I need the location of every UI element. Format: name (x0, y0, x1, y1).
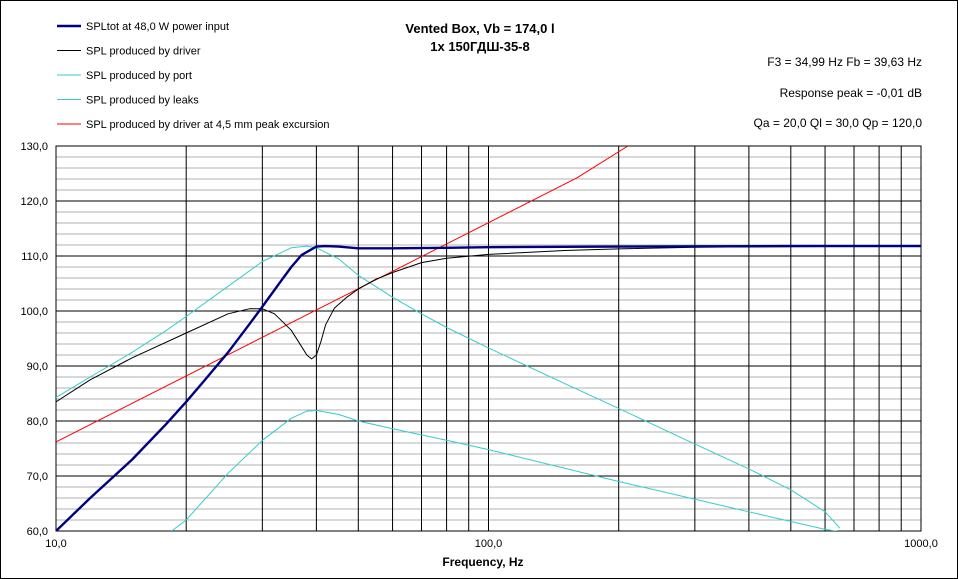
series-line-spl-produced-by-port (56, 245, 841, 529)
series-line-spltot-at-48-0-w-power-input (56, 244, 921, 531)
x-axis-label: Frequency, Hz (442, 555, 523, 569)
y-tick-label: 110,0 (21, 251, 48, 263)
legend: SPLtot at 48,0 W power input SPL produced… (57, 21, 330, 131)
y-tick-label: 80,0 (27, 416, 48, 428)
legend-label: SPL produced by driver (86, 46, 201, 58)
legend-label: SPL produced by driver at 4,5 mm peak ex… (86, 119, 330, 131)
series-line-spl-produced-by-leaks (171, 410, 839, 531)
x-tick-label: 10,0 (45, 538, 66, 550)
legend-label: SPLtot at 48,0 W power input (86, 21, 229, 33)
y-tick-label: 60,0 (27, 526, 48, 538)
legend-label: SPL produced by leaks (86, 95, 199, 107)
chart-title: Vented Box, Vb = 174,0 l (405, 21, 554, 36)
y-tick-label: 70,0 (27, 471, 48, 483)
annotation-q-values: Qa = 20,0 Ql = 30,0 Qp = 120,0 (754, 116, 923, 130)
annotation-response-peak: Response peak = -0,01 dB (780, 86, 922, 100)
series-line-spl-produced-by-driver (56, 245, 921, 403)
x-tick-label: 100,0 (475, 538, 503, 550)
y-tick-label: 100,0 (20, 306, 48, 318)
legend-label: SPL produced by port (86, 70, 192, 82)
plot-area-border (55, 145, 922, 532)
y-tick-label: 130,0 (20, 141, 48, 153)
y-tick-label: 90,0 (27, 361, 48, 373)
y-tick-label: 120,0 (20, 196, 48, 208)
annotation-f3-fb: F3 = 34,99 Hz Fb = 39,63 Hz (767, 55, 922, 69)
chart-subtitle: 1x 150ГДШ-35-8 (430, 39, 529, 54)
x-tick-label: 1000,0 (904, 538, 938, 550)
